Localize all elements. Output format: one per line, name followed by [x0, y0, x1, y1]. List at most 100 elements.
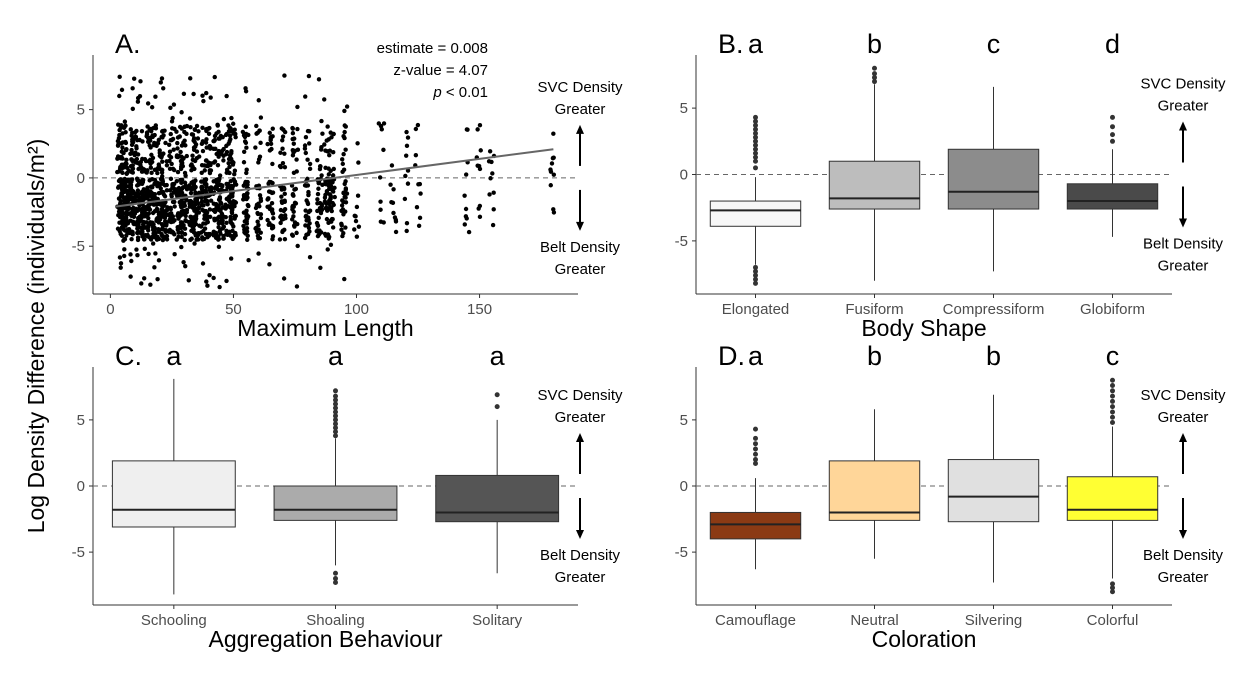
panel-c-y-tick-label: 5 [77, 412, 85, 429]
panel-a-point [174, 129, 179, 134]
panel-a-point [342, 276, 347, 282]
panel-a-point [150, 210, 156, 216]
panel-a-point [148, 161, 153, 166]
panel-a-point [278, 207, 284, 213]
panel-a-point [170, 126, 175, 131]
panel-a-point [118, 261, 124, 266]
panel-b-box-rect [709, 200, 802, 227]
panel-a-point [403, 153, 409, 158]
panel-a-point [135, 230, 140, 236]
panel-a-point [341, 230, 346, 236]
panel-a-point [242, 219, 247, 224]
panel-a-point [175, 169, 181, 175]
panel-a-point [343, 147, 348, 152]
panel-a-point [140, 139, 145, 144]
panel-a-point [204, 137, 209, 142]
panel-a-point [229, 128, 234, 134]
panel-a-point [354, 234, 360, 239]
panel-a-point [142, 246, 147, 252]
panel-a-point [277, 163, 283, 169]
panel-b-x-tick-label: Compressiform [943, 301, 1045, 318]
panel-d-box-neutral: Neutral b [828, 341, 921, 629]
panel-a-point [303, 135, 309, 140]
panel-b-outlier [872, 75, 877, 81]
panel-a-point [170, 182, 175, 187]
panel-a-stat-p-symbol: p [432, 84, 441, 101]
panel-a-point [233, 134, 238, 140]
panel-c-belt-line1: Belt Density [540, 547, 621, 564]
panel-a-point [229, 115, 234, 121]
panel-a-point [147, 143, 152, 148]
panel-a-point [294, 284, 300, 289]
panel-a-point [207, 168, 212, 173]
panel-a-point [138, 79, 143, 84]
panel-a-point [153, 251, 158, 256]
panel-a-point [230, 207, 235, 212]
panel-b-outlier [753, 142, 758, 148]
panel-c-y-tick-label: 0 [77, 478, 85, 495]
panel-a-point [318, 206, 323, 211]
panel-a-point [156, 229, 162, 235]
panel-a-point [188, 76, 193, 81]
panel-a-point [220, 184, 225, 189]
panel-a-point [189, 216, 194, 221]
panel-a-point [291, 193, 296, 198]
panel-a-point [130, 86, 135, 91]
panel-c-outlier [333, 429, 338, 435]
panel-a-point [181, 208, 186, 213]
panel-d-significance-letter: b [867, 341, 882, 371]
panel-b-belt-line1: Belt Density [1143, 236, 1224, 253]
panel-a-point [174, 178, 179, 184]
panel-a-point [208, 95, 213, 100]
panel-a-point [117, 228, 122, 234]
panel-b-outlier [753, 158, 758, 164]
panel-a-point [323, 181, 328, 187]
panel-a-point [228, 217, 233, 222]
panel-a-point [227, 133, 233, 138]
panel-a-point [229, 210, 235, 216]
panel-a-point [245, 195, 250, 200]
panel-a-point [125, 211, 130, 217]
panel-a-point [167, 149, 173, 154]
panel-a-point [302, 143, 308, 148]
panel-a-point [124, 147, 129, 152]
panel-a-point [171, 147, 176, 152]
panel-a-point [320, 131, 325, 136]
panel-a-point [305, 183, 311, 188]
panel-a-point [389, 163, 395, 168]
shared-y-axis-label: Log Density Difference (individuals/m²) [23, 139, 49, 534]
panel-a-point [267, 148, 273, 153]
panel-a-point [416, 223, 422, 228]
panel-a-point [169, 215, 174, 220]
panel-d-outlier [753, 441, 758, 447]
panel-a-point [131, 214, 137, 219]
panel-a-point [155, 234, 160, 239]
panel-a-point [117, 166, 123, 172]
panel-a-point [315, 197, 320, 202]
panel-a-point [306, 141, 312, 146]
panel-a-point [118, 125, 123, 131]
panel-a-point [282, 199, 287, 205]
panel-a-y-tick-label: -5 [72, 238, 85, 255]
panel-a-point [292, 224, 297, 229]
panel-a-point [153, 126, 159, 131]
panel-a-point [256, 251, 261, 256]
panel-a-point [196, 129, 201, 134]
panel-a-point [160, 167, 165, 173]
panel-a-point [159, 206, 165, 212]
panel-a-point [115, 138, 121, 144]
panel-a-point [123, 223, 128, 228]
panel-b-outlier [753, 280, 758, 286]
panel-a-point [244, 145, 249, 150]
panel-a-point [327, 153, 332, 158]
panel-a-point [315, 191, 321, 197]
panel-c-outlier [333, 409, 338, 415]
panel-a-point [115, 143, 121, 148]
panel-a-point [464, 216, 469, 221]
panel-a-point [328, 195, 333, 201]
panel-a-point [490, 222, 496, 228]
panel-d-y-tick-label: 0 [680, 478, 688, 495]
panel-b-outlier [753, 165, 758, 171]
panel-a-point [270, 180, 275, 186]
panel-a-point [162, 202, 167, 207]
